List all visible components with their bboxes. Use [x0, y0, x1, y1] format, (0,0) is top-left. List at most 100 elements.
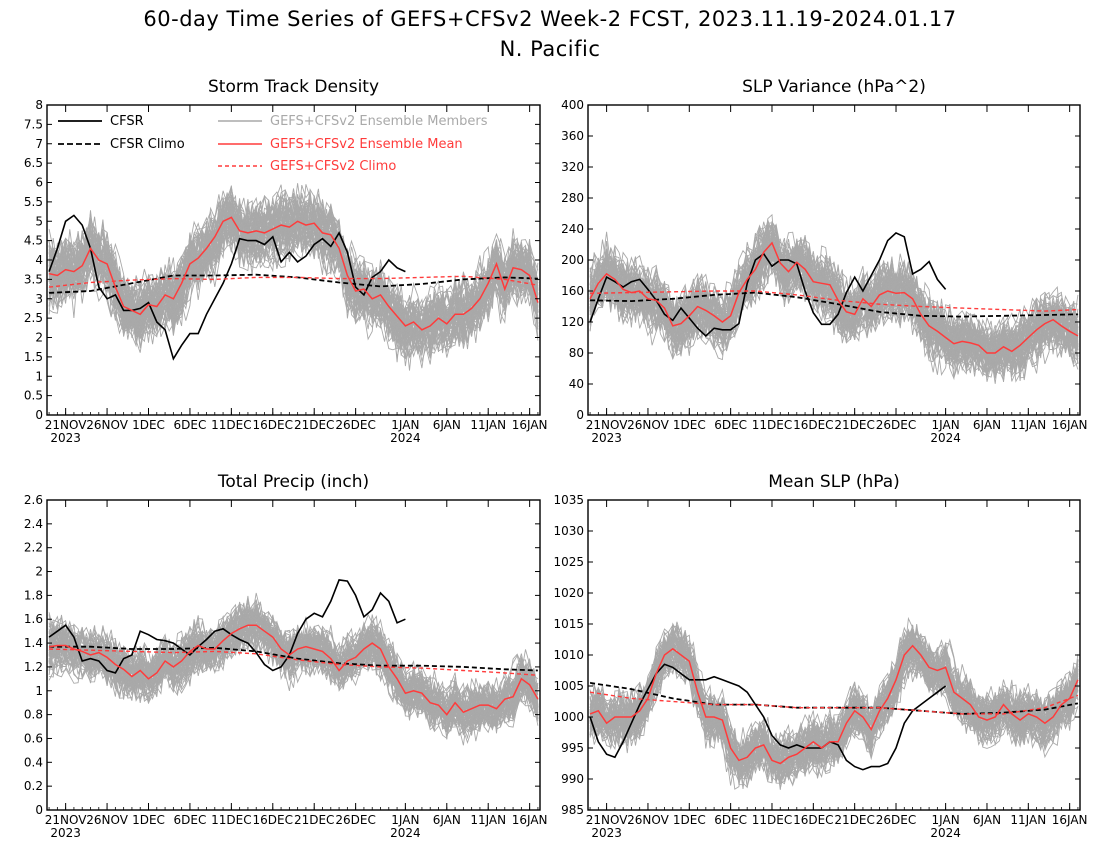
y-tick-label: 1010: [553, 648, 584, 662]
x-tick-label: 1JAN: [391, 813, 419, 827]
panel-title: Storm Track Density: [208, 77, 379, 97]
legend-cfsr-label: CFSR: [110, 114, 144, 129]
x-tick-label: 26NOV: [86, 418, 128, 432]
x-tick-label: 11DEC: [211, 813, 251, 827]
y-tick-label: 4: [35, 253, 43, 267]
figure-title: 60-day Time Series of GEFS+CFSv2 Week-2 …: [143, 7, 956, 31]
x-tick-label: 26NOV: [627, 813, 669, 827]
y-tick-label: 7.5: [24, 117, 43, 131]
x-tick-label: 6DEC: [174, 418, 207, 432]
ensemble-member-line: [589, 636, 1079, 790]
ensemble-member-line: [589, 234, 1079, 370]
y-tick-label: 1: [35, 684, 43, 698]
x-tick-label: 1DEC: [673, 418, 706, 432]
x-tick-year: 2024: [390, 431, 421, 445]
y-tick-label: 4.5: [24, 234, 43, 248]
y-tick-label: 3.5: [24, 272, 43, 286]
panel-title: Mean SLP (hPa): [768, 472, 900, 492]
y-tick-label: 0.5: [24, 389, 43, 403]
x-tick-label: 11JAN: [1010, 813, 1046, 827]
ensemble-member-line: [48, 188, 539, 331]
y-tick-label: 1.8: [24, 588, 43, 602]
panel-title: Total Precip (inch): [217, 472, 369, 492]
y-tick-label: 1.4: [24, 636, 43, 650]
chart-panels: Storm Track Density 0 0.5 1 1.5 2 2.5 3 3.5 4 4.5 5…: [24, 77, 1088, 840]
x-tick-label: 16DEC: [253, 418, 293, 432]
x-tick-label: 21NOV: [45, 813, 87, 827]
y-tick-label: 990: [561, 772, 584, 786]
y-tick-label: 995: [561, 741, 584, 755]
y-tick-label: 2.4: [24, 517, 43, 531]
y-tick-label: 0: [35, 803, 43, 817]
y-tick-label: 1: [35, 369, 43, 383]
chart-panel-4: Mean SLP (hPa) 985 990 995 1000 1005 1010 1015 1…: [553, 472, 1087, 840]
y-tick-label: 2.5: [24, 311, 43, 325]
x-tick-label: 26NOV: [86, 813, 128, 827]
y-tick-label: 1015: [553, 617, 584, 631]
ensemble-member-line: [48, 609, 539, 720]
legend-cfsr-climo-label: CFSR Climo: [110, 137, 185, 152]
x-tick-label: 16DEC: [793, 418, 833, 432]
x-tick-label: 1JAN: [932, 813, 960, 827]
x-tick-label: 6DEC: [714, 418, 747, 432]
y-tick-label: 985: [561, 803, 584, 817]
x-tick-year: 2023: [591, 826, 622, 840]
ensemble-member-line: [589, 622, 1079, 784]
x-tick-label: 11DEC: [752, 418, 792, 432]
chart-panel-2: SLP Variance (hPa^2) 0 40 80 120 160 200 240 280…: [561, 77, 1087, 445]
x-tick-label: 16JAN: [512, 418, 548, 432]
x-tick-year: 2023: [50, 826, 81, 840]
x-tick-label: 6JAN: [433, 813, 461, 827]
x-tick-label: 16DEC: [793, 813, 833, 827]
y-tick-label: 240: [561, 222, 584, 236]
ensemble-member-line: [589, 223, 1079, 378]
x-tick-label: 21DEC: [294, 813, 334, 827]
chart-panel-1: Storm Track Density 0 0.5 1 1.5 2 2.5 3 3.5 4 4.5 5…: [24, 77, 548, 445]
ensemble-mean-line: [589, 241, 1079, 354]
y-tick-label: 2: [35, 565, 43, 579]
x-tick-label: 26DEC: [335, 418, 375, 432]
y-tick-label: 1.6: [24, 612, 43, 626]
legend-climo-label: GEFS+CFSv2 Climo: [270, 159, 396, 174]
ensemble-member-line: [48, 599, 539, 710]
y-tick-label: 0: [576, 408, 584, 422]
ensemble-member-line: [48, 606, 539, 732]
y-tick-label: 7: [35, 137, 43, 151]
x-tick-label: 21NOV: [586, 418, 628, 432]
x-tick-year: 2024: [390, 826, 421, 840]
x-tick-label: 11JAN: [1010, 418, 1046, 432]
cfsr-climo-line: [49, 645, 538, 672]
y-tick-label: 5.5: [24, 195, 43, 209]
x-tick-label: 6JAN: [973, 418, 1001, 432]
y-tick-label: 0: [35, 408, 43, 422]
x-tick-label: 26DEC: [876, 418, 916, 432]
ensemble-member-line: [589, 641, 1079, 787]
y-tick-label: 280: [561, 191, 584, 205]
y-tick-label: 400: [561, 98, 584, 112]
plot-area: [589, 616, 1079, 790]
ensemble-members: [589, 616, 1079, 790]
y-tick-label: 6.5: [24, 156, 43, 170]
x-tick-label: 21DEC: [294, 418, 334, 432]
x-tick-label: 16JAN: [1052, 813, 1088, 827]
cfsr-line: [48, 579, 406, 674]
ensemble-member-line: [48, 609, 539, 728]
x-tick-year: 2023: [50, 431, 81, 445]
ensemble-climo-line: [590, 290, 1078, 312]
x-tick-label: 1JAN: [932, 418, 960, 432]
x-tick-label: 11DEC: [211, 418, 251, 432]
ensemble-mean-line: [589, 644, 1079, 765]
plot-area: [48, 183, 539, 371]
x-tick-year: 2024: [930, 826, 961, 840]
y-tick-label: 1020: [553, 586, 584, 600]
ensemble-climo-line: [589, 691, 1079, 715]
y-tick-label: 1035: [553, 493, 584, 507]
y-tick-label: 5: [35, 214, 43, 228]
plot-area: [589, 213, 1079, 384]
plot-area: [48, 579, 539, 746]
x-tick-label: 26DEC: [335, 813, 375, 827]
x-tick-label: 11JAN: [470, 418, 506, 432]
y-tick-label: 0.6: [24, 731, 43, 745]
y-tick-label: 120: [561, 315, 584, 329]
